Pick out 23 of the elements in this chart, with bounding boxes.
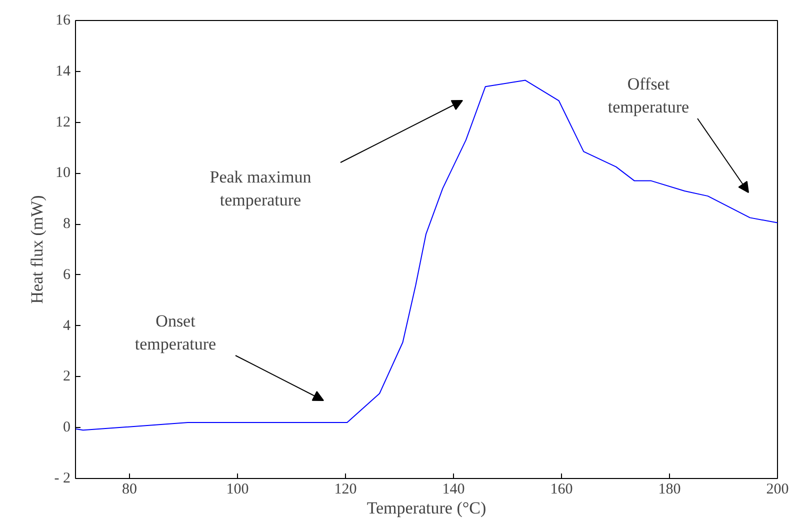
annotation: Peak maximun temperature: [210, 168, 312, 210]
x-tick-label: 160: [550, 482, 573, 498]
y-tick-label: 4: [63, 318, 71, 334]
y-tick-label: 0: [63, 420, 70, 436]
y-tick-label: 12: [56, 114, 70, 130]
y-tick-label: 16: [56, 12, 71, 28]
y-tick-label: 6: [63, 266, 71, 283]
x-tick-label: 120: [334, 482, 357, 498]
x-axis-title: Temperature (°C): [366, 498, 486, 518]
y-tick-label: 14: [56, 63, 71, 80]
x-tick-label: 140: [442, 482, 465, 498]
y-tick-label: - 2: [54, 470, 71, 486]
annotation: Offset temperature: [608, 74, 690, 116]
line-series: [76, 80, 778, 431]
x-tick-label: 200: [766, 482, 789, 498]
y-tick-label: 2: [63, 368, 70, 385]
y-tick-label: 10: [56, 165, 70, 182]
x-tick-label: 100: [226, 482, 249, 498]
x-tick-label: 180: [658, 482, 681, 498]
y-axis-title: Heat flux (mW): [27, 195, 46, 304]
y-tick-label: 8: [63, 216, 70, 232]
x-tick-label: 80: [122, 482, 137, 498]
annotation: Onset temperature: [134, 312, 216, 354]
